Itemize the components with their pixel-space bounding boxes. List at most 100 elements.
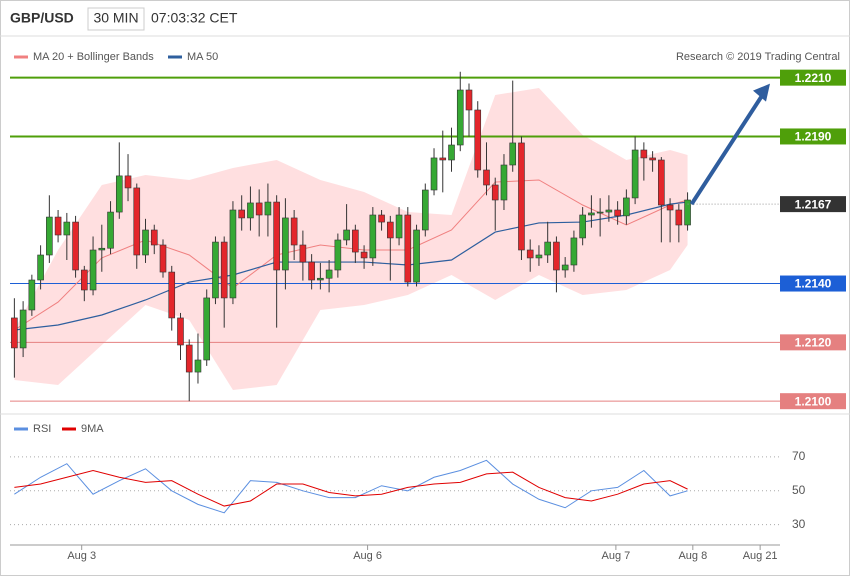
candle-body [561,264,569,271]
candle-body [334,239,342,271]
level-label: 1.2100 [795,394,832,408]
y-tick-label: 70 [792,449,806,463]
candle-body [413,229,420,283]
candle-body [544,241,551,256]
level-label-box [780,334,846,351]
candle-body [54,216,62,236]
candle-body [238,209,245,219]
candle-body [168,271,176,319]
candle-body [37,254,44,281]
level-label: 1.2190 [795,130,832,144]
candle-body [456,89,464,146]
candle-body [229,209,237,299]
candle-body [185,344,193,373]
candle-body [658,159,665,206]
candle-body [579,214,586,239]
y-tick-label: 50 [792,483,806,497]
candle-body [220,241,228,299]
level-label: 1.2120 [795,336,832,350]
candle-body [570,237,578,266]
candle-body [675,209,683,226]
candle-body [194,359,202,373]
candle-body [465,89,473,111]
candle-body [81,269,88,291]
candle-body [299,244,307,263]
candle-body [159,244,167,273]
candle-body [535,254,543,259]
candle-body [46,216,53,256]
interval-box [87,7,145,31]
x-tick-label: Aug 3 [67,550,96,562]
candle-body [588,212,595,216]
level-label-box [780,393,846,410]
candle-body [360,251,368,259]
candle-body [150,229,158,246]
candle-body [317,277,324,281]
candle-body [369,214,377,259]
candle-body [684,199,691,226]
symbol: GBP/USD [10,10,74,26]
forecast-arrow [689,91,766,206]
legend-label: MA 20 + Bollinger Bands [33,51,154,63]
candle-body [378,214,385,223]
candle-body [395,214,403,239]
legend-label: 9MA [81,423,104,435]
candle-body [649,157,656,161]
candle-body [133,187,141,256]
candle-body [98,247,106,251]
level-label-box [780,69,846,86]
candle-body [553,241,560,271]
candle-body [247,202,254,219]
candle-body [115,175,123,213]
time: 07:03:32 CET [151,10,238,26]
candle-body [290,217,298,246]
level-label-box [780,275,846,292]
price-panel: 1.2210 1.2190 1.2140 1.2120 1.2100 1.2167 [10,69,846,410]
y-tick-label: 30 [792,517,806,531]
candle-body [63,221,71,236]
candle-body [491,184,499,201]
candle-body [448,144,455,161]
x-tick-label: Aug 7 [602,550,631,562]
candle-body [282,217,289,271]
candle-body [483,169,490,186]
candle-body [430,157,438,191]
x-tick-label: Aug 21 [743,550,778,562]
annotation: Research © 2019 Trading Central [676,51,840,63]
candle-body [439,157,447,161]
candle-body [404,214,412,283]
interval: 30 MIN [93,10,138,26]
candle-body [509,142,517,166]
legend-label: RSI [33,423,51,435]
candle-body [308,261,315,281]
candle-body [177,317,184,346]
candle-body [500,164,508,201]
candle-body [212,241,219,299]
level-label: 1.2210 [795,71,832,85]
rsi-panel: 30 50 70 Aug 3 Aug 6 Aug 7 Aug 8 Aug 21 [10,449,806,562]
current-price-box [780,196,846,213]
legend-label: MA 50 [187,51,218,63]
candle-body [614,209,621,217]
x-tick-label: Aug 8 [678,550,707,562]
candle-body [107,211,114,249]
level-label: 1.2140 [795,277,832,291]
candle-body [343,229,350,241]
indicator-line [14,459,688,514]
candle-body [72,221,79,271]
candle-body [640,149,648,159]
candle-body [518,142,525,251]
candle-body [596,211,604,214]
candle-body [631,149,639,199]
x-tick-label: Aug 6 [353,550,382,562]
candle-body [474,109,482,171]
candle-body [273,201,280,271]
candle-body [526,249,534,259]
candle-body [264,201,272,216]
candle-body [387,221,394,239]
current-price-label: 1.2167 [795,197,832,211]
candle-body [203,297,211,361]
candle-body [605,209,613,213]
